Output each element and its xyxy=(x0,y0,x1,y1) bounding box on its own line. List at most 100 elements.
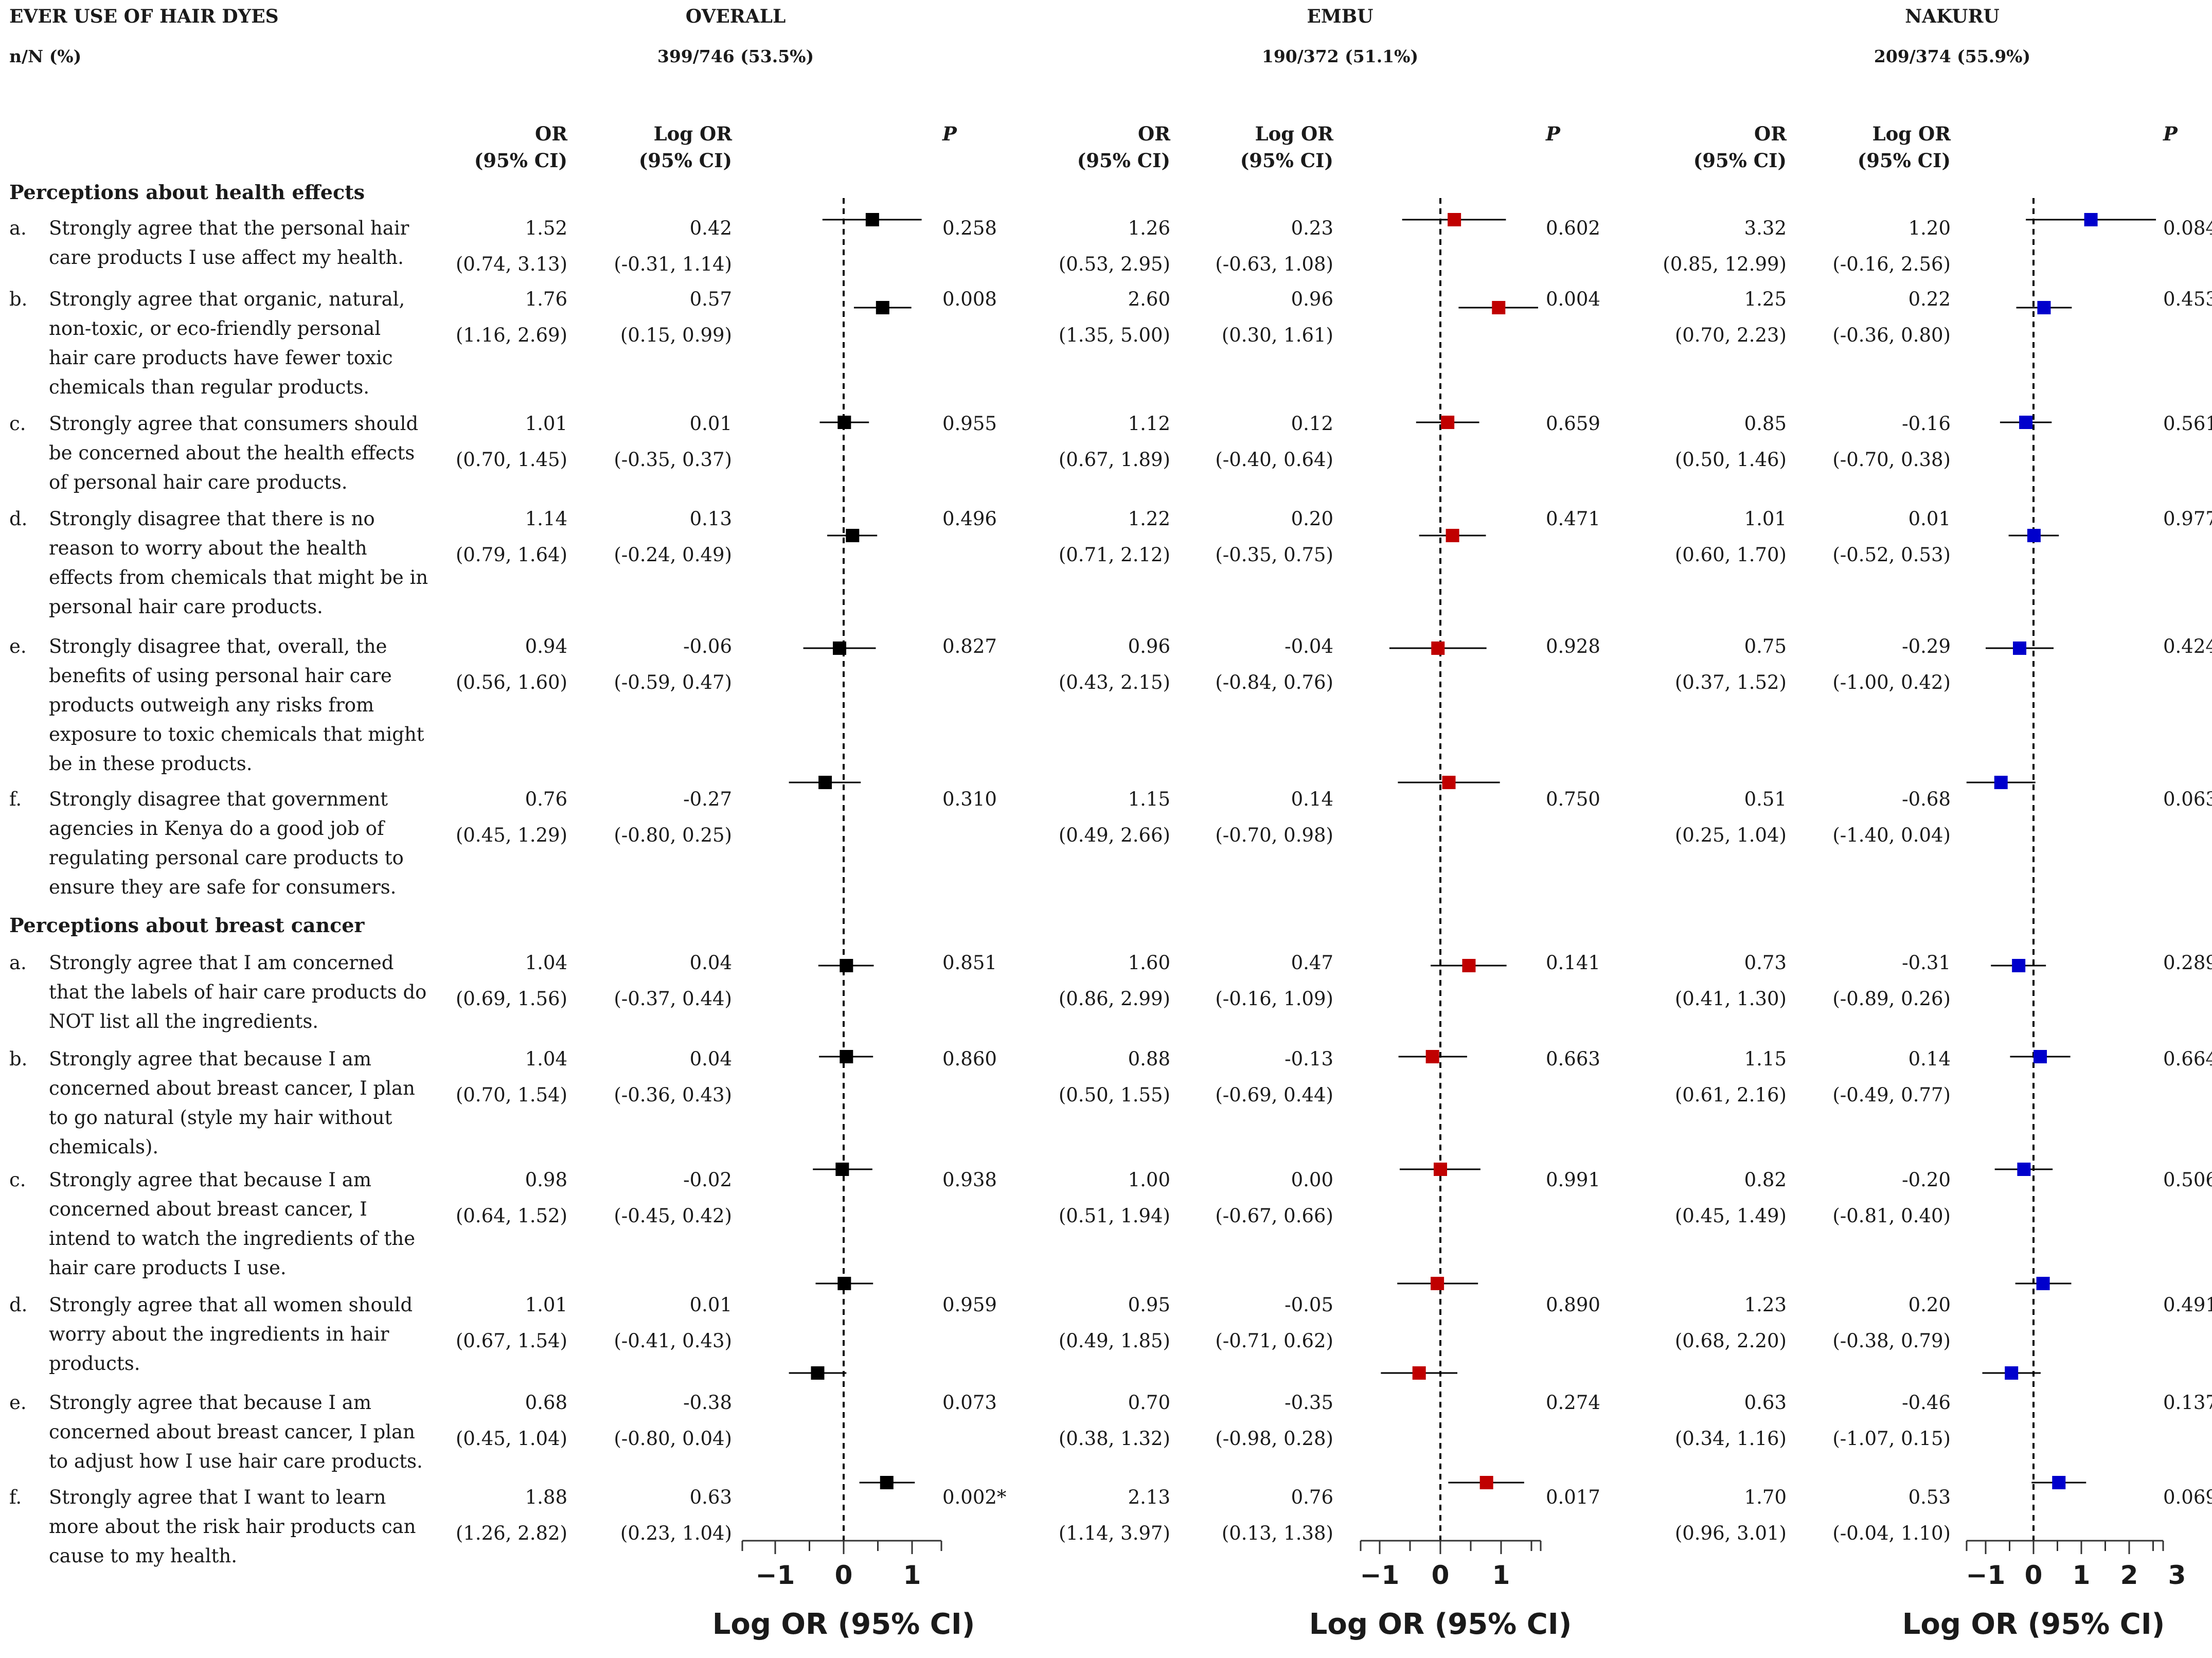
or-ci-value: (0.45, 1.29) xyxy=(455,824,567,846)
logor-value: 0.23 xyxy=(1291,217,1333,239)
logor-ci-value: (-0.04, 1.10) xyxy=(1832,1522,1951,1544)
logor-ci-value: (0.23, 1.04) xyxy=(620,1522,732,1544)
item-text-line: be concerned about the health effects xyxy=(49,442,415,464)
point-estimate-marker xyxy=(1462,959,1476,972)
group-count-nakuru: 209/374 (55.9%) xyxy=(1874,46,2031,66)
item-text-line: cause to my health. xyxy=(49,1545,237,1567)
or-ci-value: (0.74, 3.13) xyxy=(455,253,567,275)
logor-ci-value: (-0.16, 2.56) xyxy=(1832,253,1951,275)
or-ci-value: (0.41, 1.30) xyxy=(1674,988,1787,1010)
logor-value: -0.04 xyxy=(1285,635,1333,657)
logor-ci-value: (-0.37, 0.44) xyxy=(614,988,732,1010)
p-value: 0.561 xyxy=(2163,413,2212,435)
point-estimate-marker xyxy=(840,959,853,972)
point-estimate-marker xyxy=(2033,1050,2047,1063)
point-estimate-marker xyxy=(876,301,889,314)
logor-value: 1.20 xyxy=(1908,217,1951,239)
item-text-line: concerned about breast cancer, I xyxy=(49,1198,367,1220)
p-value: 0.069 xyxy=(2163,1486,2212,1508)
or-value: 1.01 xyxy=(525,1294,567,1316)
or-ci-value: (0.45, 1.04) xyxy=(455,1428,567,1450)
logor-value: 0.47 xyxy=(1291,952,1333,974)
or-value: 0.70 xyxy=(1128,1392,1170,1414)
logor-value: 0.00 xyxy=(1291,1169,1333,1191)
or-value: 1.25 xyxy=(1744,288,1787,310)
logor-value: -0.05 xyxy=(1285,1294,1333,1316)
logor-value: -0.68 xyxy=(1902,788,1951,810)
x-tick-label: 2 xyxy=(2120,1560,2138,1590)
point-estimate-marker xyxy=(1994,776,2008,789)
logor-ci-value: (-0.71, 0.62) xyxy=(1215,1330,1333,1352)
logor-ci-value: (-0.35, 0.75) xyxy=(1215,544,1333,566)
or-ci-value: (0.25, 1.04) xyxy=(1674,824,1787,846)
or-ci-value: (0.67, 1.89) xyxy=(1058,449,1170,471)
logor-ci-value: (-0.16, 1.09) xyxy=(1215,988,1333,1010)
or-value: 0.98 xyxy=(525,1169,567,1191)
or-value: 0.85 xyxy=(1744,413,1787,435)
or-ci-value: (0.50, 1.55) xyxy=(1058,1084,1170,1106)
point-estimate-marker xyxy=(2052,1476,2066,1489)
or-value: 0.63 xyxy=(1744,1392,1787,1414)
or-value: 1.04 xyxy=(525,952,567,974)
or-ci-value: (0.49, 2.66) xyxy=(1058,824,1170,846)
or-ci-value: (0.56, 1.60) xyxy=(455,671,567,693)
or-ci-value: (0.70, 2.23) xyxy=(1674,324,1787,346)
item-text-line: to adjust how I use hair care products. xyxy=(49,1450,423,1472)
item-letter: b. xyxy=(9,1048,28,1070)
p-value: 0.141 xyxy=(1546,952,1600,974)
item-text-line: Strongly disagree that, overall, the xyxy=(49,635,387,657)
logor-value: -0.38 xyxy=(683,1392,732,1414)
p-value: 0.663 xyxy=(1546,1048,1600,1070)
logor-ci-value: (-0.49, 0.77) xyxy=(1832,1084,1951,1106)
p-value: 0.977 xyxy=(2163,508,2212,530)
logor-ci-value: (-0.41, 0.43) xyxy=(614,1330,732,1352)
or-ci-value: (0.64, 1.52) xyxy=(455,1205,567,1227)
or-value: 1.15 xyxy=(1128,788,1170,810)
or-value: 1.14 xyxy=(525,508,567,530)
col-header-logor: Log OR xyxy=(1255,122,1333,145)
item-letter: a. xyxy=(9,952,27,974)
logor-value: -0.46 xyxy=(1902,1392,1951,1414)
x-tick-label: 0 xyxy=(2024,1560,2043,1590)
p-value: 0.258 xyxy=(942,217,997,239)
logor-value: 0.01 xyxy=(689,1294,732,1316)
point-estimate-marker xyxy=(840,1050,853,1063)
or-value: 0.76 xyxy=(525,788,567,810)
logor-ci-value: (-0.63, 1.08) xyxy=(1215,253,1333,275)
logor-value: 0.04 xyxy=(689,1048,732,1070)
or-value: 2.60 xyxy=(1128,288,1170,310)
logor-ci-value: (-1.40, 0.04) xyxy=(1832,824,1951,846)
p-value: 0.453 xyxy=(2163,288,2212,310)
p-value: 0.827 xyxy=(942,635,997,657)
item-text-line: Strongly agree that organic, natural, xyxy=(49,288,405,310)
p-value: 0.955 xyxy=(942,413,997,435)
logor-ci-value: (-0.35, 0.37) xyxy=(614,449,732,471)
logor-value: 0.01 xyxy=(1908,508,1951,530)
item-text-line: Strongly agree that consumers should xyxy=(49,413,419,435)
item-text-line: exposure to toxic chemicals that might xyxy=(49,723,424,745)
item-text-line: benefits of using personal hair care xyxy=(49,665,392,687)
p-value: 0.506 xyxy=(2163,1169,2212,1191)
col-header-or: OR xyxy=(535,122,567,145)
p-value: 0.928 xyxy=(1546,635,1600,657)
logor-value: -0.16 xyxy=(1902,413,1951,435)
or-value: 1.23 xyxy=(1744,1294,1787,1316)
item-text-line: to go natural (style my hair without xyxy=(49,1107,393,1129)
group-name-nakuru: NAKURU xyxy=(1905,6,2000,27)
col-header-logor: Log OR xyxy=(1872,122,1951,145)
p-value: 0.004 xyxy=(1546,288,1600,310)
col-header-logor-ci: (95% CI) xyxy=(638,149,732,172)
group-name-overall: OVERALL xyxy=(685,6,786,27)
logor-value: -0.13 xyxy=(1285,1048,1333,1070)
or-value: 1.15 xyxy=(1744,1048,1787,1070)
or-ci-value: (0.70, 1.54) xyxy=(455,1084,567,1106)
item-text-line: of personal hair care products. xyxy=(49,471,348,493)
p-value: 0.471 xyxy=(1546,508,1600,530)
col-header-or: OR xyxy=(1754,122,1787,145)
item-text-line: ensure they are safe for consumers. xyxy=(49,876,397,898)
logor-value: -0.29 xyxy=(1902,635,1951,657)
item-letter: d. xyxy=(9,1294,28,1316)
item-text-line: hair care products have fewer toxic xyxy=(49,347,393,369)
x-axis-title: Log OR (95% CI) xyxy=(1309,1608,1572,1641)
or-value: 0.73 xyxy=(1744,952,1787,974)
